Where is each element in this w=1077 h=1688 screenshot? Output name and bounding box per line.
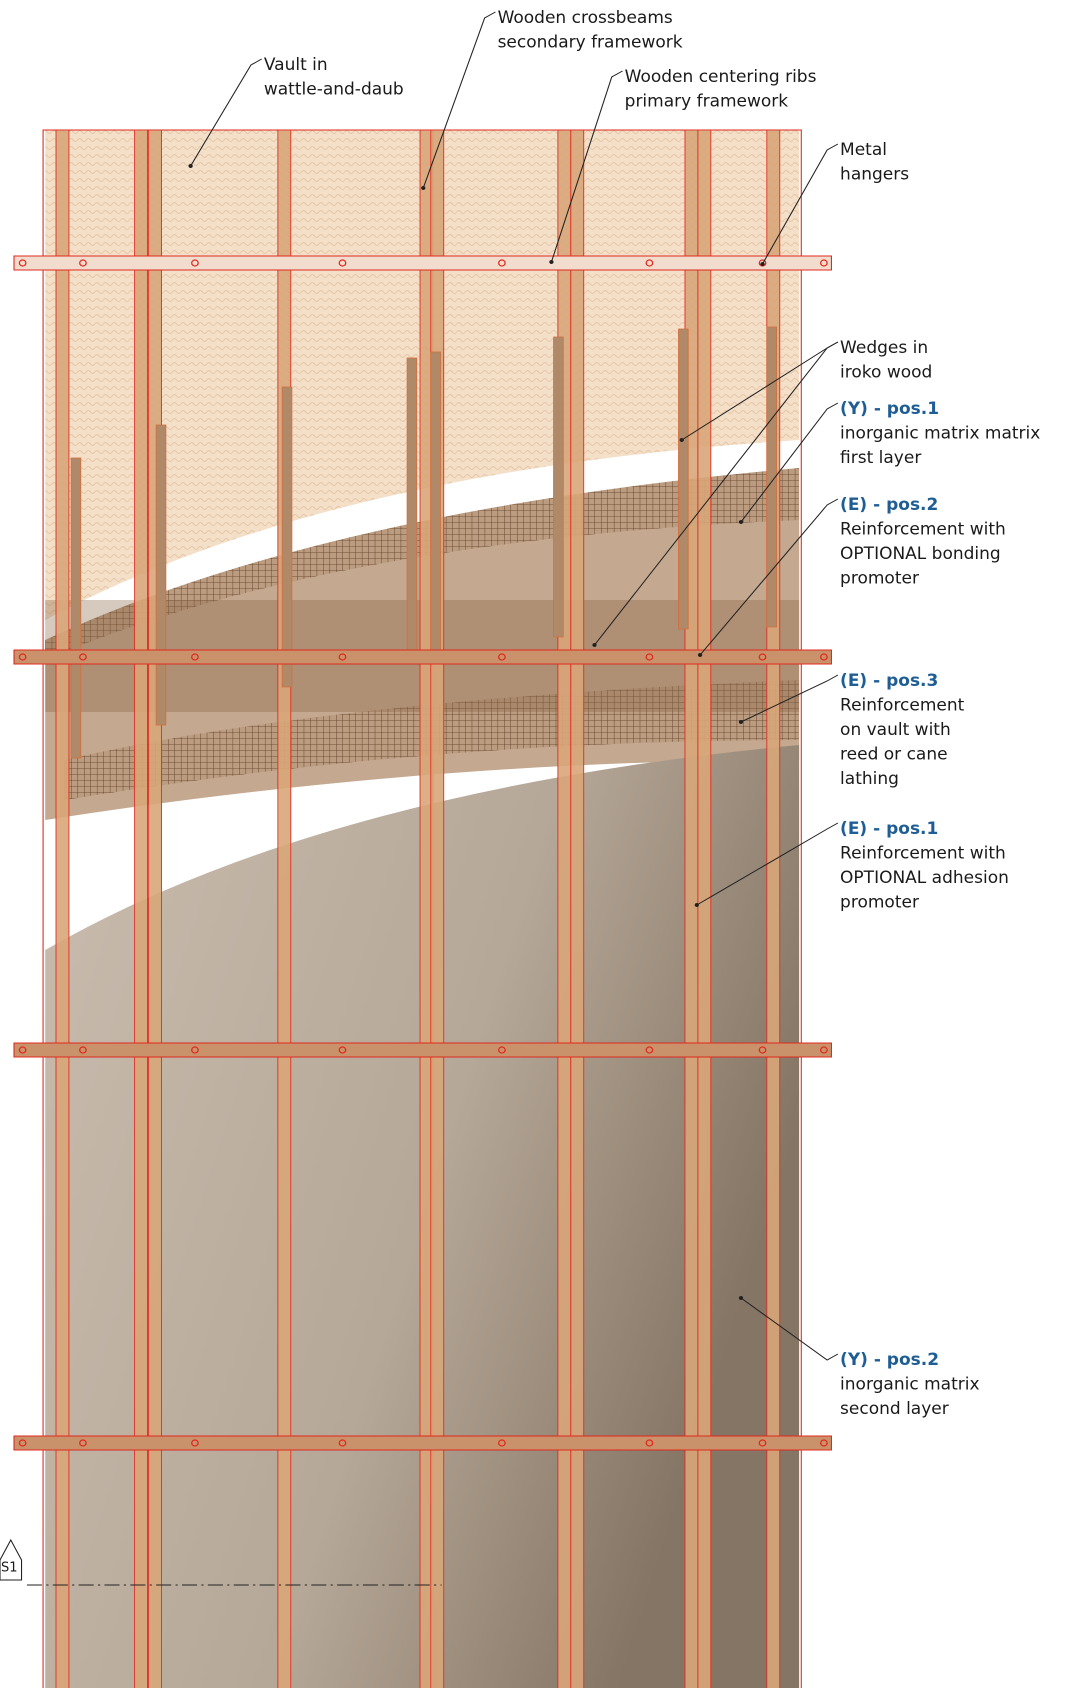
leader-dot [549,260,553,264]
wedge [282,387,292,687]
section-label: S1 [1,1561,18,1576]
callout-text: Metal [840,140,887,160]
rib [56,130,69,1688]
callout-text: wattle-and-daub [264,80,404,100]
callout-text: Wooden centering ribs [625,67,817,87]
leader-dot [739,720,743,724]
leader-dot [698,653,702,657]
wedge [71,458,81,758]
callout-code: (Y) - pos.1 [840,399,939,419]
callout-text: first layer [840,448,921,468]
wedge [407,358,417,658]
rib [149,130,162,1688]
callout-text: iroko wood [840,363,932,383]
rib [278,130,291,1688]
wedge [554,337,564,637]
callout-text: inorganic matrix matrix [840,424,1040,444]
callout-text: Reinforcement with [840,520,1006,540]
callout-code: (E) - pos.1 [840,819,938,839]
wedge [679,329,689,629]
leader-dot [739,520,743,524]
callout-text: Reinforcement [840,696,965,716]
structure [0,12,838,1688]
callout-text: primary framework [625,92,789,112]
callout-text: OPTIONAL bonding [840,544,1001,564]
callout-text: Reinforcement with [840,844,1006,864]
callout-code: (E) - pos.2 [840,495,938,515]
crossbeam [14,650,831,664]
callout-text: promoter [840,893,919,913]
wedge [156,425,166,725]
leader-dot [739,1296,743,1300]
callout-text: inorganic matrix [840,1375,979,1395]
callout-text: Wooden crossbeams [498,8,673,28]
leader-dot [760,262,764,266]
callout-text: hangers [840,165,909,185]
wedge [431,352,441,652]
rib [571,130,584,1688]
callout-text: promoter [840,569,919,589]
leader-dot [680,438,684,442]
callout-code: (Y) - pos.2 [840,1350,939,1370]
rib [135,130,148,1688]
callout-text: lathing [840,769,899,789]
callout-code: (E) - pos.3 [840,671,938,691]
callout-text: second layer [840,1399,949,1419]
leader-dot [695,903,699,907]
callout-text: Wedges in [840,338,928,358]
crossbeam [14,1043,831,1057]
callout-text: on vault with [840,720,951,740]
diagram: S1 Vault in wattle-and-daub Wooden crossbe… [0,0,1077,1688]
callout-text: reed or cane [840,745,948,765]
callout-text: Vault in [264,55,328,75]
rib [698,130,711,1688]
leader-dot [188,164,192,168]
crossbeam [14,256,831,270]
leader-dot [592,643,596,647]
callout-text: secondary framework [498,33,683,53]
callout-text: OPTIONAL adhesion [840,868,1009,888]
leader-dot [421,186,425,190]
crossbeam [14,1436,831,1450]
